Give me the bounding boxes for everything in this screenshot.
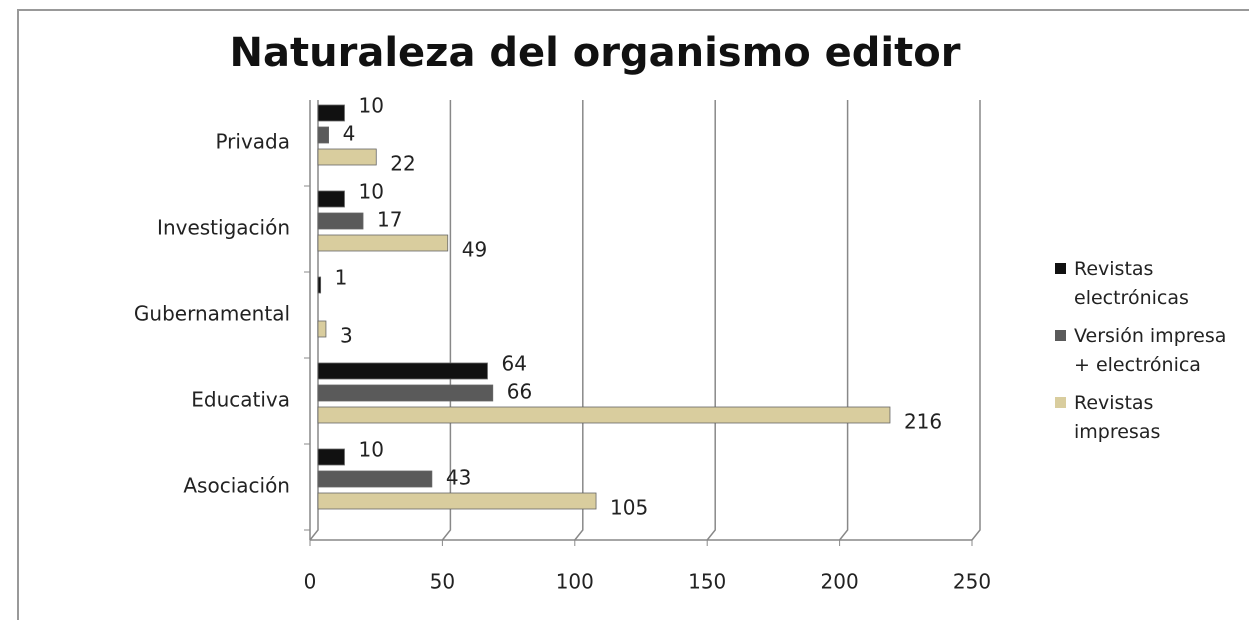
legend-swatch: [1055, 263, 1066, 274]
x-tick-label: 200: [821, 570, 859, 594]
x-tick-label: 100: [556, 570, 594, 594]
legend-item: Revistas impresas: [1055, 389, 1240, 446]
bar: [317, 320, 327, 338]
legend-swatch: [1055, 397, 1066, 408]
x-tick-label: 0: [304, 570, 317, 594]
value-label: 10: [358, 438, 383, 462]
x-tick-label: 150: [688, 570, 726, 594]
bar: [317, 448, 345, 466]
value-label: 105: [610, 496, 648, 520]
value-label: 64: [501, 352, 526, 376]
value-label: 1: [335, 266, 348, 290]
bar: [317, 470, 433, 488]
legend-swatch: [1055, 330, 1066, 341]
grid-line: [309, 100, 319, 541]
value-label: 10: [358, 180, 383, 204]
chart-title: Naturaleza del organismo editor: [230, 30, 961, 76]
x-tick-label: 50: [430, 570, 455, 594]
bar: [317, 212, 364, 230]
y-tick-label: Investigación: [157, 216, 290, 240]
y-tick-label: Educativa: [191, 388, 290, 412]
bar: [317, 234, 449, 252]
value-label: 43: [446, 466, 471, 490]
grid-line: [574, 100, 584, 541]
legend-label: Revistas impresas: [1074, 392, 1161, 443]
value-label: 10: [358, 94, 383, 118]
y-tick-label: Asociación: [183, 474, 290, 498]
bar: [317, 492, 597, 510]
value-label: 22: [390, 152, 415, 176]
x-tick-label: 250: [953, 570, 991, 594]
legend-label: Versión impresa + electrónica: [1074, 325, 1227, 376]
chart-frame: [17, 9, 1249, 620]
y-tick-label: Privada: [215, 130, 290, 154]
y-tick-label: Gubernamental: [134, 302, 290, 326]
bar: [317, 276, 322, 294]
grid-line: [441, 100, 452, 541]
bar: [317, 406, 891, 424]
value-label: 66: [507, 380, 532, 404]
grid-line: [971, 100, 981, 541]
legend-item: Revistas electrónicas: [1055, 255, 1240, 312]
bar: [317, 104, 345, 122]
bar: [317, 190, 345, 208]
value-label: 49: [462, 238, 487, 262]
grid-line: [839, 100, 849, 541]
legend-item: Versión impresa + electrónica: [1055, 322, 1240, 379]
legend-label: Revistas electrónicas: [1074, 258, 1189, 309]
value-label: 17: [377, 208, 402, 232]
value-label: 3: [340, 324, 353, 348]
bar: [317, 362, 488, 380]
bar: [317, 126, 329, 144]
bar: [317, 384, 494, 402]
value-label: 216: [904, 410, 942, 434]
bar: [317, 148, 377, 166]
legend: Revistas electrónicas Versión impresa + e…: [1055, 255, 1240, 456]
grid-line: [706, 100, 716, 541]
value-label: 4: [343, 122, 356, 146]
